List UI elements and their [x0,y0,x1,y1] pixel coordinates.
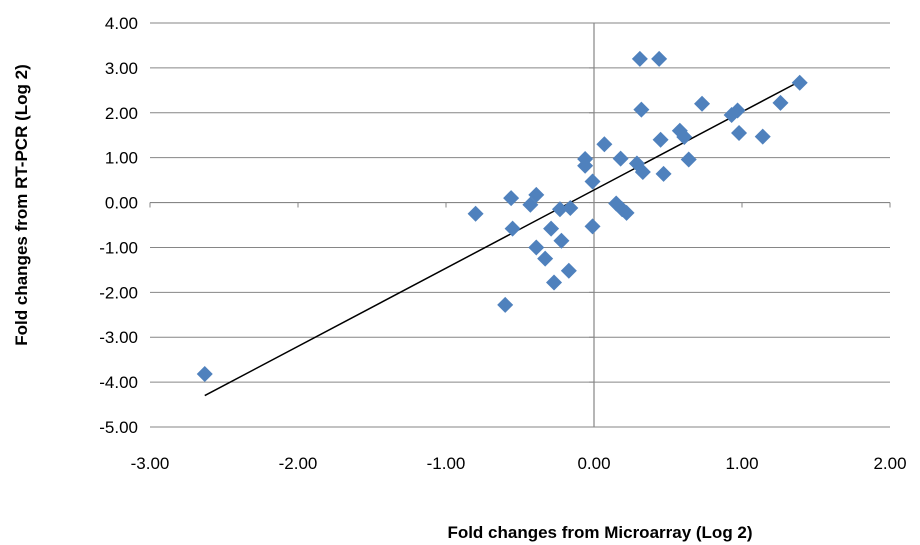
data-point [694,95,711,112]
data-point [729,102,746,119]
x-tick-label: -2.00 [279,454,318,473]
data-point [537,250,554,267]
trendline-segment [204,80,801,397]
y-tick-label: -4.00 [99,373,138,392]
data-point [584,173,601,190]
y-tick-label: -5.00 [99,418,138,437]
data-point [467,205,484,222]
data-point [731,124,748,141]
data-point [680,151,697,168]
data-point [791,74,808,91]
data-point [196,366,213,383]
data-point [546,274,563,291]
data-point [543,220,560,237]
data-point [551,201,568,218]
y-tick-label: -2.00 [99,283,138,302]
y-tick-label: -1.00 [99,238,138,257]
x-tick-label: 0.00 [577,454,610,473]
data-point [560,262,577,279]
x-tick-labels: -3.00 -2.00 -1.00 0.00 1.00 2.00 [131,454,907,473]
data-point [631,50,648,67]
data-points [196,50,808,383]
x-tick-label: -1.00 [427,454,466,473]
data-point [504,220,521,237]
data-point [577,157,594,174]
x-axis-title: Fold changes from Microarray (Log 2) [447,523,752,542]
data-point [562,199,579,216]
data-point [772,94,789,111]
x-tick-label: -3.00 [131,454,170,473]
data-point [612,150,629,167]
data-point [528,186,545,203]
data-point [584,218,601,235]
x-tick-label: 1.00 [725,454,758,473]
data-point [633,101,650,118]
y-tick-label: 3.00 [105,59,138,78]
data-point [528,239,545,256]
y-axis-title: Fold changes from RT-PCR (Log 2) [12,64,31,345]
data-point [676,129,693,146]
data-point [596,136,613,153]
y-tick-label: 4.00 [105,14,138,33]
y-tick-label: 0.00 [105,194,138,213]
data-point [618,204,635,221]
data-point [503,190,520,207]
data-point [553,232,570,249]
data-point [655,165,672,182]
y-tick-label: 1.00 [105,149,138,168]
y-tick-labels: 4.00 3.00 2.00 1.00 0.00 -1.00 -2.00 -3.00 -4.00… [99,14,138,437]
y-tick-label: -3.00 [99,328,138,347]
data-point [652,131,669,148]
data-point [634,164,651,181]
y-tick-label: 2.00 [105,104,138,123]
data-point [754,128,771,145]
data-point [651,50,668,67]
trendline [204,80,801,397]
data-point [497,296,514,313]
x-tick-label: 2.00 [873,454,906,473]
